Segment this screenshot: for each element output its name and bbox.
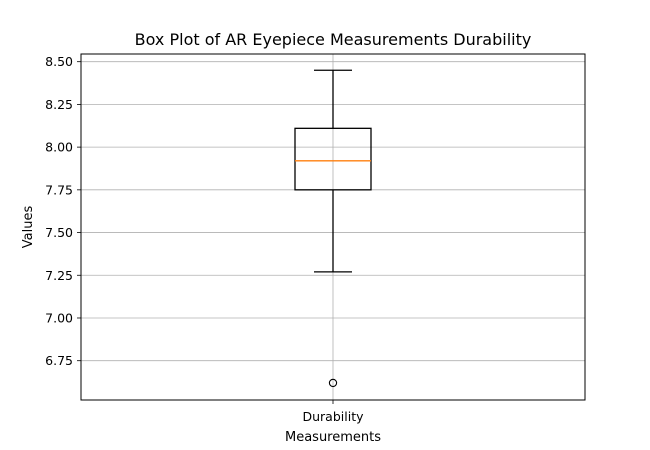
chart-title: Box Plot of AR Eyepiece Measurements Dur… xyxy=(135,30,532,49)
y-tick-label: 8.50 xyxy=(45,54,73,69)
y-tick-label: 7.75 xyxy=(45,182,73,197)
interquartile-box xyxy=(294,127,372,191)
box-plot-series xyxy=(294,69,372,388)
x-axis-ticks: Durability xyxy=(303,400,365,424)
y-axis-ticks: 6.75 7.00 7.25 7.50 7.75 8.00 8.25 8.50 xyxy=(45,54,81,368)
y-tick-label: 8.25 xyxy=(45,97,73,112)
y-tick-label: 8.00 xyxy=(45,140,73,155)
y-tick-label: 7.25 xyxy=(45,268,73,283)
y-tick-label: 6.75 xyxy=(45,353,73,368)
y-tick-label: 7.00 xyxy=(45,310,73,325)
box-durability xyxy=(294,69,372,388)
outlier-point xyxy=(328,378,338,388)
y-axis-label: Values xyxy=(21,206,36,249)
x-axis-label: Measurements xyxy=(285,430,381,445)
y-tick-label: 7.50 xyxy=(45,225,73,240)
x-tick-label: Durability xyxy=(303,409,365,424)
